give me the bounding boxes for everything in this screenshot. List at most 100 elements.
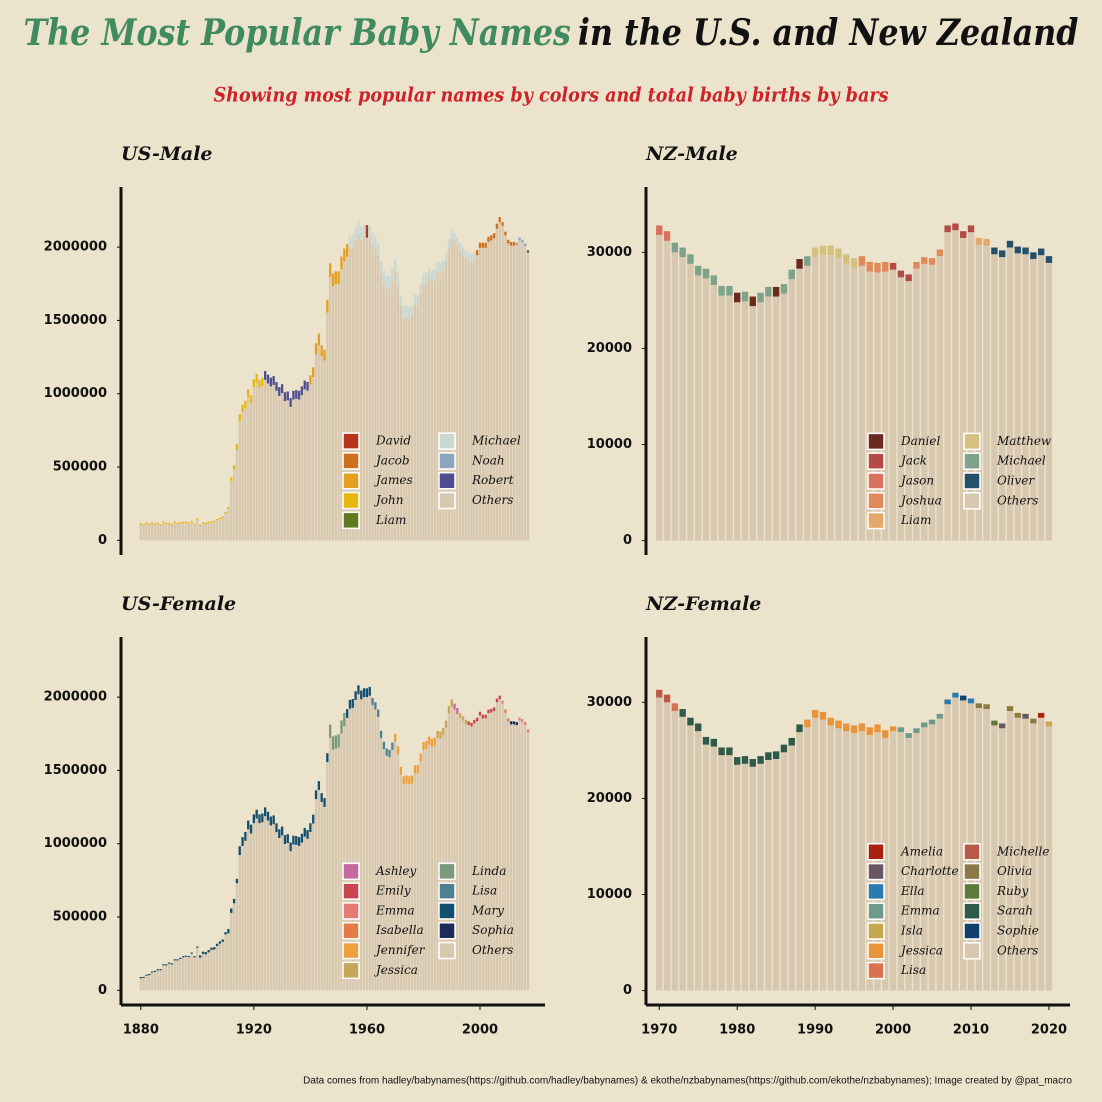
bar-others [196,947,199,991]
x-tick-label: 2020 [1031,1023,1067,1038]
bar-others [343,726,346,991]
bar-others [269,825,272,991]
bar-top-name [419,283,422,294]
y-tick-label: 0 [98,533,107,548]
bar-others [241,412,244,541]
bar-others [402,318,405,541]
bar-top-name [156,969,159,971]
bar-top-name [377,242,380,256]
legend-swatch [342,961,360,980]
bar-top-name [819,711,827,720]
bar-others [337,747,340,991]
bar-top-name [490,708,493,713]
bar-top-name [241,404,244,413]
bar-top-name [425,272,428,283]
bar-top-name [235,444,239,450]
bar-others [897,732,905,991]
bar-others [218,519,222,541]
bar-top-name [314,343,318,355]
bar-top-name [521,239,524,243]
bar-top-name [507,718,510,722]
bar-others [718,295,725,541]
bar-others [1022,254,1029,541]
bar-top-name [518,237,521,241]
bar-others [952,230,959,541]
bar-others [230,912,233,991]
bar-others [702,278,710,541]
bar-top-name [255,373,258,383]
bar-others [213,949,216,991]
bar-others [827,725,834,991]
bar-others [811,717,819,991]
bar-others [283,401,287,541]
bar-others [167,963,171,991]
bar-top-name [204,522,207,525]
bar-others [286,842,289,991]
bar-top-name [827,245,834,256]
bar-top-name [278,387,281,396]
bar-others [507,721,510,991]
bar-top-name [278,829,281,839]
bar-others [150,972,154,991]
bar-top-name [1022,713,1029,719]
bar-others [936,718,944,991]
bar-top-name [391,742,394,750]
bar-others [385,755,388,991]
bar-others [408,319,411,541]
bar-top-name [444,252,448,263]
legend-swatch [867,452,885,470]
bar-others [314,799,318,991]
bar-top-name [461,247,465,256]
bar-top-name [473,719,476,724]
bar-top-name [430,270,434,281]
bar-others [261,822,264,991]
bar-top-name [289,842,292,852]
bar-others [215,946,219,991]
bar-others [478,247,482,541]
legend-label: Michael [996,454,1046,468]
bar-others [671,252,679,541]
bar-others [357,694,360,991]
bar-others [874,732,881,991]
y-tick-label: 20000 [587,791,632,806]
bar-others [241,845,244,991]
legend-swatch [867,472,885,490]
legend-label: Mary [471,903,504,917]
bar-others [413,773,417,991]
bar-top-name [269,816,272,826]
bar-others [190,522,193,541]
bar-others [391,749,394,991]
bar-others [476,721,479,991]
bar-others [413,304,417,541]
bar-top-name [258,814,261,824]
bar-others [275,832,278,991]
bar-others [444,727,448,991]
bar-others [145,523,148,541]
bar-others [998,728,1006,991]
bar-top-name [695,723,702,732]
bar-top-name [470,254,473,263]
y-tick-label: 1000000 [44,386,107,401]
bar-others [509,245,513,541]
bar-others [139,524,142,541]
legend-label: Liam [900,513,931,527]
bar-top-name [991,720,998,726]
bar-top-name [444,720,448,728]
bar-top-name [796,259,803,269]
bar-top-name [399,766,402,775]
bar-others [326,762,329,991]
bar-others [374,249,377,541]
bar-top-name [258,379,261,389]
bar-top-name [484,242,487,248]
bar-others [224,934,227,991]
y-tick-label: 0 [98,983,107,998]
bar-top-name [286,834,289,843]
bar-others [227,509,230,541]
y-tick-label: 20000 [587,341,632,356]
y-tick-label: 10000 [587,887,632,902]
bar-top-name [391,267,394,281]
y-tick-label: 500000 [53,460,107,475]
bar-top-name [230,477,233,481]
bar-others [453,240,456,541]
bar-top-name [255,809,258,819]
